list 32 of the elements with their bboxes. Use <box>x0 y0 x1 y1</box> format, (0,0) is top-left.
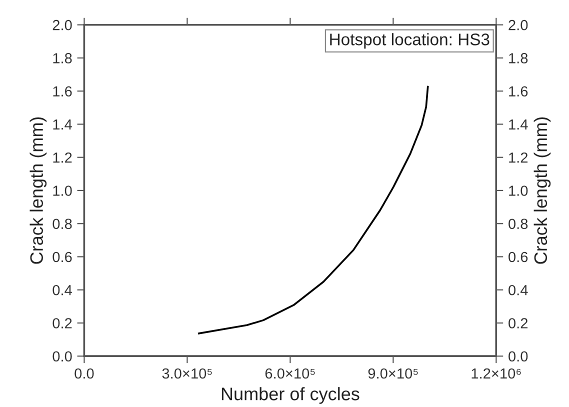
y2-tick-label: 0.6 <box>508 252 528 262</box>
y2-tick-label: 2.0 <box>508 20 528 30</box>
y2-tick-label: 1.8 <box>509 53 528 64</box>
y-tick-label: 0.8 <box>52 218 72 230</box>
y-tick-label: 0.6 <box>52 252 72 262</box>
x-tick-label: 1.2×10⁶ <box>472 368 521 379</box>
y-axis-title: Crack length (mm) <box>30 117 47 264</box>
y-tick-label: 1.2 <box>53 152 72 163</box>
annotation: Hotspot location: HS3 <box>330 33 490 49</box>
y2-tick-label: 0.8 <box>508 218 528 230</box>
x-tick-label: 9.0×10⁵ <box>368 368 418 379</box>
x-tick-label: 3.0×10⁵ <box>162 368 212 379</box>
y2-tick-label: 1.6 <box>509 86 528 97</box>
y-tick-label: 0.0 <box>52 351 72 362</box>
y2-tick-label: 0.2 <box>508 318 528 328</box>
y2-axis-title: Crack length (mm) <box>534 117 551 264</box>
y2-tick-label: 0.4 <box>508 284 528 296</box>
y-tick-label: 0.2 <box>52 318 72 328</box>
y-tick-label: 0.4 <box>52 284 72 296</box>
y2-tick-label: 1.0 <box>509 186 528 196</box>
y-tick-label: 2.0 <box>52 20 72 30</box>
y2-tick-label: 0.0 <box>508 351 528 362</box>
y2-tick-label: 1.2 <box>509 152 528 163</box>
x-tick-label: 6.0×10⁵ <box>265 368 315 379</box>
y-tick-label: 1.8 <box>53 53 72 64</box>
y-tick-label: 1.6 <box>53 86 72 97</box>
y2-tick-label: 1.4 <box>509 119 528 130</box>
line-series <box>198 86 429 334</box>
y-tick-label: 1.0 <box>53 186 72 196</box>
x-axis-title: Number of cycles <box>222 387 360 404</box>
x-tick-label: 0.0 <box>74 368 94 379</box>
y-tick-label: 1.4 <box>53 119 72 130</box>
